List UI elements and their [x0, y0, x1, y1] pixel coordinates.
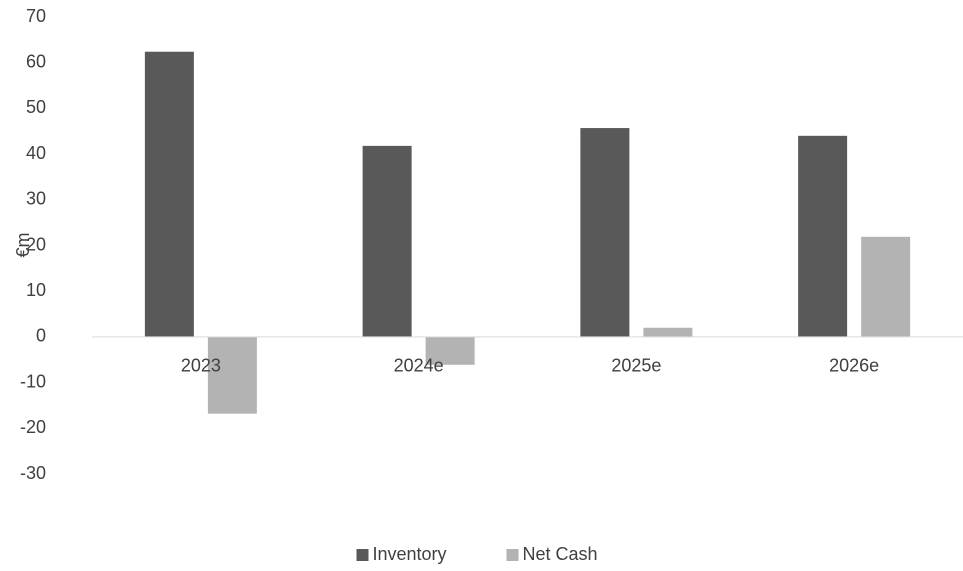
x-tick-label: 2025e	[611, 356, 661, 376]
y-tick-label: 10	[26, 280, 46, 300]
y-tick-label: 60	[26, 51, 46, 71]
legend-label: Net Cash	[523, 544, 598, 564]
y-tick-label: -30	[20, 463, 46, 483]
bar	[643, 327, 693, 337]
bar	[425, 336, 475, 365]
legend-swatch	[356, 549, 369, 561]
y-tick-label: 30	[26, 189, 46, 209]
x-tick-label: 2024e	[394, 356, 444, 376]
y-tick-label: 0	[36, 326, 46, 346]
y-tick-label: 20	[26, 234, 46, 254]
y-tick-label: 40	[26, 143, 46, 163]
legend-label: Inventory	[373, 544, 447, 564]
bar	[362, 145, 412, 337]
x-tick-label: 2026e	[829, 356, 879, 376]
y-tick-label: 70	[26, 6, 46, 26]
bar	[144, 51, 194, 337]
bar	[798, 135, 848, 337]
y-tick-label: -20	[20, 417, 46, 437]
bar	[580, 128, 630, 337]
legend-swatch	[506, 549, 519, 561]
bar	[861, 236, 911, 337]
y-tick-label: -10	[20, 371, 46, 391]
bar	[207, 336, 257, 414]
y-axis-label: €m	[13, 232, 33, 257]
y-tick-label: 50	[26, 97, 46, 117]
x-tick-label: 2023	[181, 356, 221, 376]
